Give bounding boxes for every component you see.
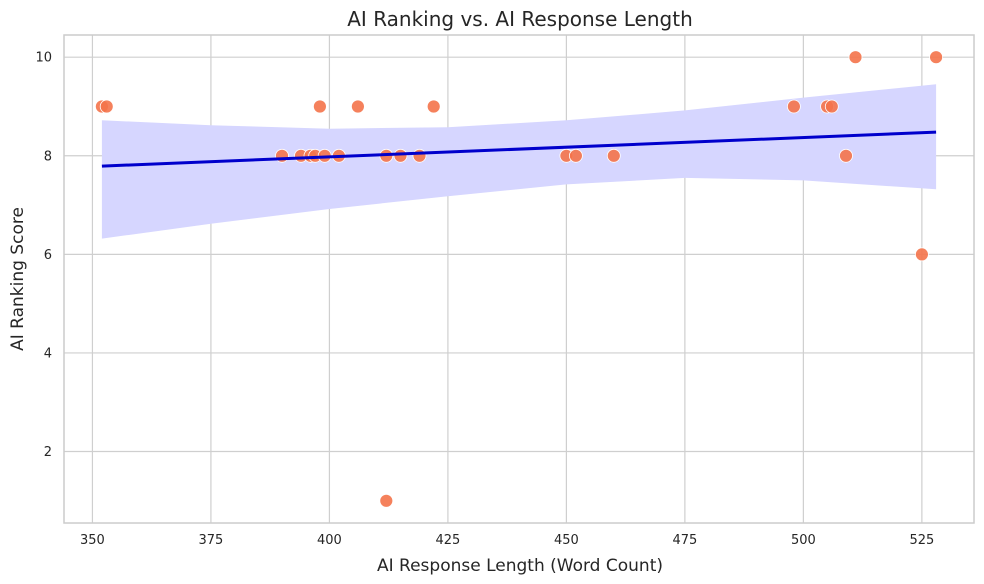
x-tick-label: 400 xyxy=(317,533,342,548)
y-tick-label: 2 xyxy=(44,445,52,460)
x-tick-label: 500 xyxy=(791,533,816,548)
data-point xyxy=(606,148,621,163)
x-tick-labels: 350 375 400 425 450 475 500 525 xyxy=(80,533,934,548)
x-tick-label: 425 xyxy=(435,533,460,548)
data-point xyxy=(99,99,114,114)
x-axis-label: AI Response Length (Word Count) xyxy=(377,556,663,576)
data-point xyxy=(379,493,394,508)
regression-line xyxy=(101,130,937,168)
y-tick-label: 6 xyxy=(44,248,52,263)
y-axis-label: AI Ranking Score xyxy=(8,207,28,351)
x-tick-label: 525 xyxy=(909,533,934,548)
chart-title: AI Ranking vs. AI Response Length xyxy=(347,7,693,31)
data-point xyxy=(848,50,863,65)
data-point xyxy=(824,99,839,114)
data-point xyxy=(350,99,365,114)
data-point xyxy=(929,50,943,65)
x-tick-label: 450 xyxy=(554,533,579,548)
confidence-band xyxy=(101,84,937,239)
data-point xyxy=(412,148,427,163)
data-point xyxy=(312,99,327,114)
y-tick-label: 4 xyxy=(44,346,52,361)
data-point xyxy=(787,99,801,114)
x-tick-label: 475 xyxy=(672,533,697,548)
data-point xyxy=(569,148,583,163)
plot-frame xyxy=(63,34,975,524)
data-point xyxy=(839,148,853,163)
x-tick-label: 375 xyxy=(199,533,224,548)
data-point xyxy=(393,148,408,163)
y-tick-label: 10 xyxy=(35,51,52,66)
data-point xyxy=(915,247,929,262)
y-tick-labels: 2 4 6 8 10 xyxy=(35,51,52,460)
x-tick-label: 350 xyxy=(80,533,105,548)
data-point xyxy=(426,99,441,114)
y-tick-label: 8 xyxy=(44,149,52,164)
